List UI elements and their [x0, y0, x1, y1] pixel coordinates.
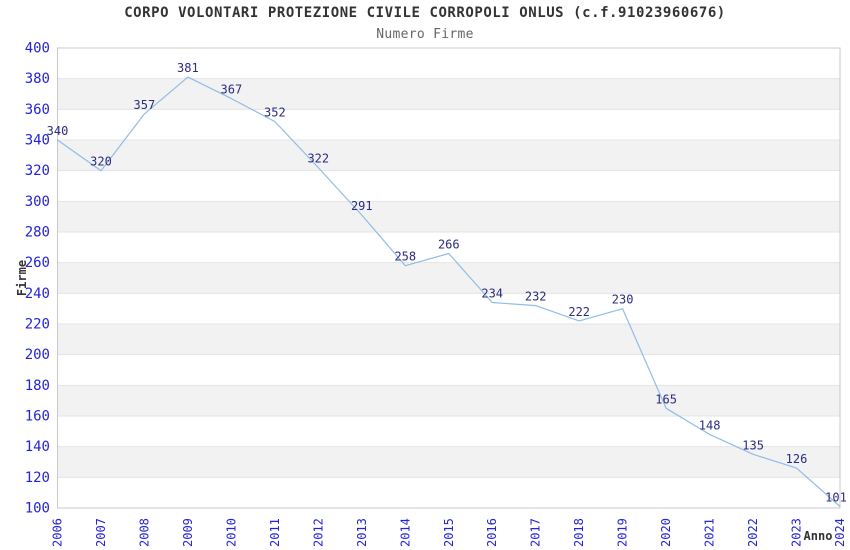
plot-band — [57, 140, 840, 171]
data-point-label: 101 — [825, 491, 847, 505]
data-point-label: 230 — [612, 293, 634, 307]
plot-band — [57, 170, 840, 202]
data-point-label: 234 — [481, 287, 503, 301]
y-axis-title: Firme — [15, 260, 29, 296]
data-point-label: 222 — [568, 305, 590, 319]
x-tick-label: 2015 — [442, 518, 456, 547]
x-tick-label: 2019 — [616, 518, 630, 547]
y-tick-label: 100 — [25, 501, 50, 517]
x-tick-label: 2017 — [529, 518, 543, 547]
chart-layer: 400 380 360 340 320 300 280 260 240 220 200 180 160 1… — [25, 41, 847, 548]
data-point-label: 135 — [742, 438, 764, 452]
x-tick-label: 2006 — [51, 518, 65, 547]
data-point-label: 322 — [307, 152, 329, 166]
x-axis-title: Anno — [804, 529, 833, 543]
y-tick-label: 340 — [25, 133, 50, 149]
x-tick-label: 2008 — [137, 518, 151, 547]
data-point-label: 291 — [351, 199, 373, 213]
y-tick-label: 320 — [25, 163, 50, 179]
data-point-label: 357 — [134, 98, 156, 112]
x-tick-label: 2016 — [485, 518, 499, 547]
plot-band — [57, 293, 840, 324]
data-point-label: 320 — [90, 155, 112, 169]
y-tick-label: 360 — [25, 102, 50, 118]
plot-band — [57, 324, 840, 355]
y-tick-label: 280 — [25, 225, 50, 241]
x-tick-label: 2023 — [790, 518, 804, 547]
x-tick-label: 2018 — [572, 518, 586, 547]
plot-band — [57, 477, 840, 508]
data-point-label: 232 — [525, 290, 547, 304]
plot-band — [57, 232, 840, 263]
y-tick-label: 120 — [25, 470, 50, 486]
data-point-label: 148 — [699, 418, 721, 432]
plot-band — [57, 109, 840, 140]
plot-band — [57, 416, 840, 447]
y-tick-label: 400 — [25, 41, 50, 57]
data-point-label: 340 — [47, 124, 69, 138]
x-tick-label: 2013 — [355, 518, 369, 547]
y-tick-label: 380 — [25, 71, 50, 87]
plot-band — [57, 201, 840, 232]
x-tick-label: 2012 — [311, 518, 325, 547]
x-tick-label: 2020 — [659, 518, 673, 547]
y-tick-label: 180 — [25, 378, 50, 394]
x-tick-label: 2024 — [833, 518, 847, 547]
y-tick-label: 240 — [25, 286, 50, 302]
data-point-label: 126 — [786, 452, 808, 466]
x-tick-label: 2014 — [398, 518, 412, 547]
plot-band — [57, 354, 840, 386]
data-point-label: 381 — [177, 61, 199, 75]
plot-band — [57, 78, 840, 110]
x-tick-label: 2007 — [94, 518, 108, 547]
x-tick-label: 2010 — [224, 518, 238, 547]
y-tick-label: 260 — [25, 255, 50, 271]
plot-band — [57, 446, 840, 478]
x-tick-label: 2009 — [181, 518, 195, 547]
y-tick-label: 300 — [25, 194, 50, 210]
plot-band — [57, 385, 840, 416]
y-tick-label: 160 — [25, 409, 50, 425]
chart-subtitle: Numero Firme — [376, 27, 474, 42]
data-point-label: 367 — [221, 83, 243, 97]
x-tick-label: 2021 — [703, 518, 717, 547]
data-line — [57, 76, 841, 507]
plot-border — [57, 47, 841, 509]
x-tick-label: 2011 — [268, 518, 282, 547]
y-tick-label: 200 — [25, 347, 50, 363]
chart-title: CORPO VOLONTARI PROTEZIONE CIVILE CORROP… — [124, 5, 726, 21]
plot-band — [57, 48, 840, 79]
plot-band — [57, 262, 840, 294]
data-point-label: 258 — [394, 250, 416, 264]
y-tick-label: 140 — [25, 439, 50, 455]
x-tick-label: 2022 — [746, 518, 760, 547]
data-point-label: 165 — [655, 392, 677, 406]
data-point-label: 352 — [264, 106, 286, 120]
y-tick-label: 220 — [25, 317, 50, 333]
data-point-label: 266 — [438, 238, 460, 252]
